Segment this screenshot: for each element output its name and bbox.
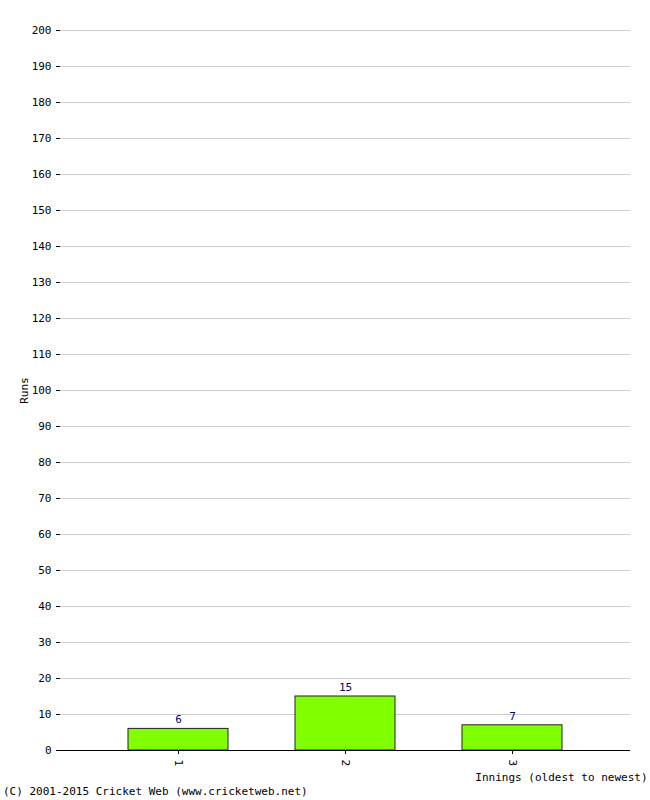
svg-text:1: 1 [172,760,185,767]
svg-text:130: 130 [32,276,52,289]
svg-text:90: 90 [38,420,51,433]
svg-text:30: 30 [38,636,51,649]
svg-text:0: 0 [45,744,52,757]
svg-text:Runs: Runs [18,377,31,404]
svg-text:3: 3 [506,760,519,767]
svg-text:40: 40 [38,600,51,613]
svg-text:80: 80 [38,456,51,469]
svg-text:10: 10 [38,708,51,721]
svg-text:2: 2 [339,760,352,767]
svg-text:160: 160 [32,168,52,181]
svg-text:120: 120 [32,312,52,325]
svg-text:7: 7 [509,710,516,723]
svg-text:190: 190 [32,60,52,73]
svg-text:70: 70 [38,492,51,505]
svg-text:110: 110 [32,348,52,361]
svg-text:200: 200 [32,24,52,37]
svg-text:50: 50 [38,564,51,577]
svg-text:150: 150 [32,204,52,217]
svg-text:6: 6 [175,713,182,726]
svg-text:60: 60 [38,528,51,541]
svg-text:20: 20 [38,672,51,685]
svg-text:170: 170 [32,132,52,145]
svg-text:140: 140 [32,240,52,253]
svg-text:180: 180 [32,96,52,109]
svg-text:100: 100 [32,384,52,397]
html-text:(C) 2001-2015 Cricket Web (www: (C) 2001-2015 Cricket Web (www.cricketwe… [3,785,308,798]
svg-text:15: 15 [339,681,352,694]
svg-text:Innings (oldest to newest): Innings (oldest to newest) [475,771,647,784]
